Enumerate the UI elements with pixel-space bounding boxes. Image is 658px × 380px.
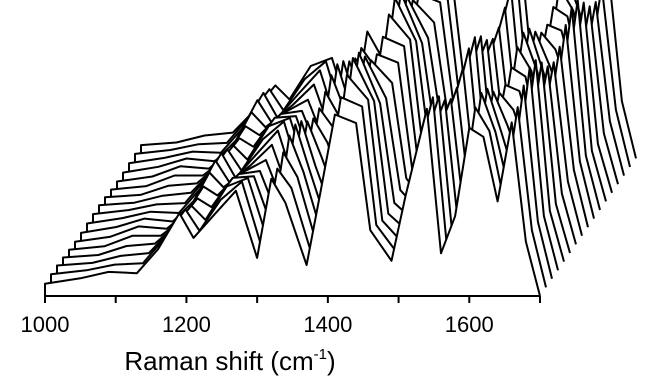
x-axis-title-main: Raman shift (cm [124, 346, 313, 376]
series-group [44, 0, 637, 297]
x-tick-label-1600: 1600 [445, 312, 494, 337]
x-axis-ticks [44, 296, 541, 303]
x-tick-label-1000: 1000 [21, 312, 70, 337]
x-tick-label-1200: 1200 [162, 312, 211, 337]
x-axis-tick-labels: 1000 1200 1400 1600 [21, 312, 494, 337]
x-axis-title-end: ) [327, 346, 336, 376]
x-axis-title-superscript: -1 [314, 346, 327, 363]
x-axis-title: Raman shift (cm-1) [124, 346, 335, 376]
spectrum-line-1 [44, 107, 541, 297]
x-tick-label-1400: 1400 [303, 312, 352, 337]
